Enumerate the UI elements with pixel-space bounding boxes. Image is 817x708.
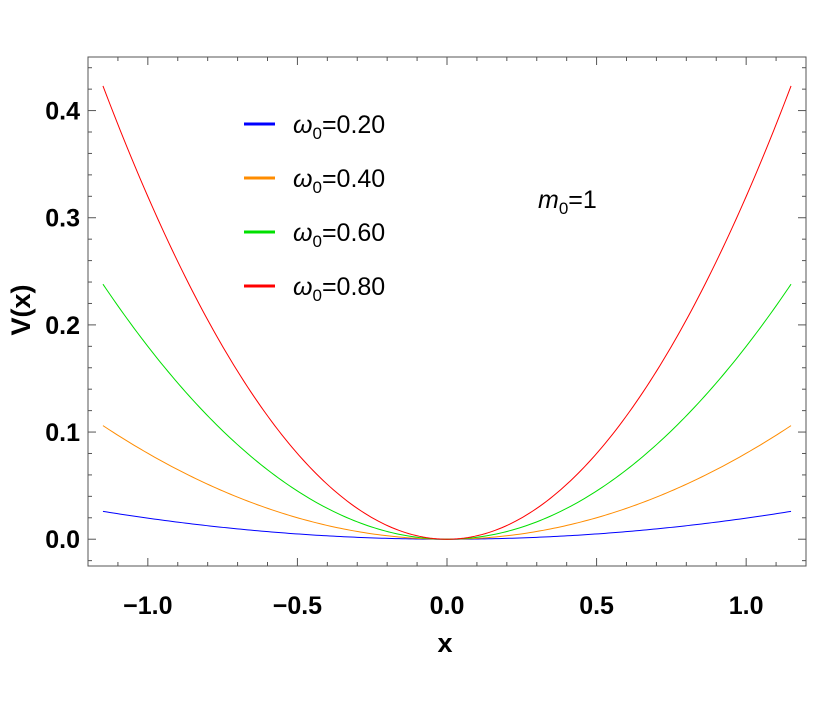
y-axis-title: V(x) <box>6 284 36 335</box>
legend-item: ω0=0.80 <box>244 273 385 305</box>
legend-item: ω0=0.20 <box>244 111 385 143</box>
legend-label: ω0=0.40 <box>293 165 385 197</box>
x-tick-label: −0.5 <box>273 592 322 620</box>
x-tick-label: 0.5 <box>579 592 614 620</box>
legend-label: ω0=0.80 <box>293 273 385 305</box>
legend: ω0=0.20 ω0=0.40 ω0=0.60 ω0=0.80 <box>244 111 385 305</box>
series-line-omega-0.20 <box>102 510 792 540</box>
legend-item: ω0=0.40 <box>244 165 385 197</box>
series-line-omega-0.80 <box>102 85 792 540</box>
legend-item: ω0=0.60 <box>244 219 385 251</box>
annotation-text: m0=1 <box>538 186 597 218</box>
plot-frame <box>87 56 807 567</box>
y-tick-label: 0.1 <box>45 419 80 447</box>
curves <box>102 85 792 540</box>
legend-label: ω0=0.60 <box>293 219 385 251</box>
y-tick-label: 0.0 <box>45 526 80 554</box>
x-axis-title: x <box>437 628 452 658</box>
y-tick-label: 0.2 <box>45 312 80 340</box>
y-tick-label: 0.4 <box>45 98 80 126</box>
x-tick-label: −1.0 <box>123 592 172 620</box>
annotation: m0=1 <box>538 186 597 218</box>
ticks <box>88 57 806 566</box>
series-line-omega-0.60 <box>102 283 792 540</box>
y-tick-label: 0.3 <box>45 205 80 233</box>
series-line-omega-0.40 <box>102 425 792 540</box>
tick-labels: −1.0 −0.5 0.0 0.5 1.0 0.0 0.1 0.2 0.3 0.4 <box>45 98 763 620</box>
x-tick-label: 1.0 <box>729 592 764 620</box>
x-tick-label: 0.0 <box>430 592 465 620</box>
legend-label: ω0=0.20 <box>293 111 385 143</box>
